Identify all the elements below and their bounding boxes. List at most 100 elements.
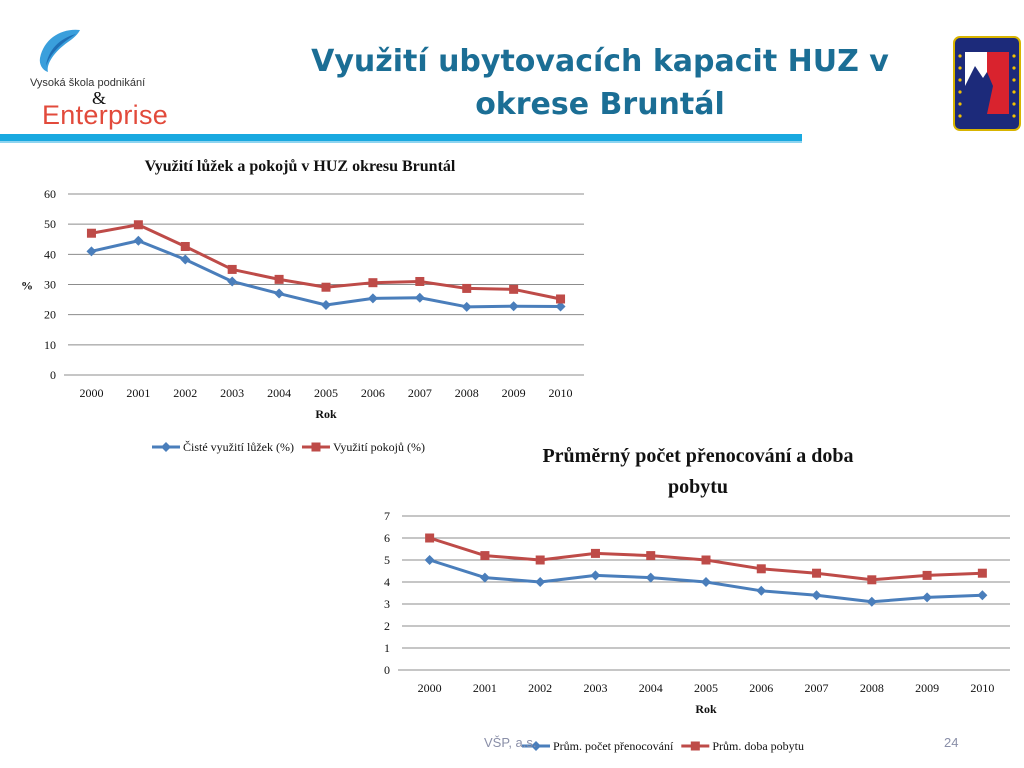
y-tick-label: 20 (44, 308, 56, 322)
x-axis-label: Rok (695, 702, 717, 716)
slide-title-line2: okrese Bruntál (475, 87, 725, 122)
data-point-2 (922, 570, 932, 580)
feather-swoosh-icon (39, 29, 80, 72)
data-point-2 (180, 241, 190, 251)
x-tick-label: 2010 (970, 681, 994, 695)
legend-marker (161, 442, 171, 452)
y-tick-label: 2 (384, 619, 390, 633)
y-tick-label: 30 (44, 278, 56, 292)
data-point-1 (811, 590, 822, 601)
legend-label: Využití pokojů (%) (333, 440, 425, 454)
x-tick-label: 2009 (502, 386, 526, 400)
x-tick-label: 2009 (915, 681, 939, 695)
data-point-1 (133, 235, 144, 246)
logo-ampersand: & (92, 88, 107, 108)
school-name: Vysoká škola podnikání (30, 77, 146, 89)
y-tick-label: 3 (384, 597, 390, 611)
y-tick-label: 5 (384, 553, 390, 567)
chart-bed-room-utilization: Využití lůžek a pokojů v HUZ okresu Brun… (21, 158, 584, 454)
data-point-1 (321, 300, 331, 311)
footer-company: VŠP, a.s. (484, 735, 537, 750)
y-tick-label: 1 (384, 641, 390, 655)
chart-title: Průměrný počet přenocování a doba (542, 445, 853, 467)
chart-title: pobytu (668, 476, 728, 498)
x-tick-label: 2005 (314, 386, 338, 400)
data-point-2 (535, 555, 545, 565)
chart-overnight-stays: Průměrný počet přenocování a doba pobytu 0… (384, 445, 1010, 753)
legend-label: Čisté využití lůžek (%) (183, 440, 294, 454)
data-point-2 (321, 282, 331, 292)
data-point-1 (414, 292, 425, 303)
data-point-2 (977, 568, 987, 578)
data-point-2 (368, 278, 378, 288)
data-point-1 (922, 592, 933, 603)
y-tick-label: 6 (384, 531, 390, 545)
x-tick-label: 2000 (79, 386, 103, 400)
slide-title-line1: Využití ubytovacích kapacit HUZ v (311, 44, 889, 79)
x-tick-label: 2005 (694, 681, 718, 695)
x-tick-label: 2010 (549, 386, 573, 400)
x-tick-label: 2004 (267, 386, 291, 400)
data-point-1 (227, 276, 238, 287)
data-point-1 (977, 590, 988, 601)
data-point-2 (274, 274, 284, 284)
x-tick-label: 2008 (455, 386, 479, 400)
y-tick-label: 50 (44, 217, 56, 231)
data-point-1 (479, 572, 490, 583)
data-point-2 (867, 575, 877, 585)
data-point-1 (461, 301, 472, 312)
x-tick-label: 2003 (220, 386, 244, 400)
data-point-2 (227, 264, 237, 274)
data-point-2 (509, 284, 519, 294)
x-tick-label: 2003 (583, 681, 607, 695)
x-tick-label: 2006 (361, 386, 385, 400)
data-point-2 (590, 548, 600, 558)
data-point-2 (415, 276, 425, 286)
x-tick-label: 2008 (860, 681, 884, 695)
data-point-1 (367, 293, 378, 304)
legend-marker (531, 741, 541, 751)
title-rule-shadow (0, 141, 802, 143)
data-point-2 (812, 568, 822, 578)
data-point-2 (425, 533, 435, 543)
legend-label: Prům. počet přenocování (553, 739, 674, 753)
y-axis-label: % (21, 279, 33, 293)
data-point-1 (555, 301, 566, 312)
data-point-2 (646, 551, 656, 561)
euroregion-praded-emblem (953, 36, 1021, 131)
data-point-2 (86, 228, 96, 238)
x-tick-label: 2004 (639, 681, 663, 695)
data-point-2 (480, 551, 490, 561)
x-tick-label: 2007 (408, 386, 432, 400)
data-point-2 (701, 555, 711, 565)
data-point-1 (180, 254, 191, 265)
data-point-1 (274, 288, 285, 299)
data-point-1 (590, 570, 601, 581)
data-point-2 (756, 564, 766, 574)
legend-marker (690, 741, 700, 751)
data-point-1 (645, 572, 656, 583)
data-point-1 (86, 246, 97, 257)
y-tick-label: 0 (384, 663, 390, 677)
x-tick-label: 2002 (528, 681, 552, 695)
x-axis-label: Rok (315, 407, 337, 421)
vsp-enterprise-logo: Vysoká škola podnikání & Enterprise (28, 28, 178, 133)
data-point-1 (535, 577, 546, 587)
x-tick-label: 2000 (418, 681, 442, 695)
y-tick-label: 40 (44, 247, 56, 261)
x-tick-label: 2002 (173, 386, 197, 400)
y-tick-label: 10 (44, 338, 56, 352)
slide-title: Využití ubytovacích kapacit HUZ v okrese… (290, 40, 910, 126)
chart-title: Využití lůžek a pokojů v HUZ okresu Brun… (145, 158, 456, 175)
data-point-1 (508, 301, 519, 312)
series-line-1 (91, 239, 561, 309)
data-point-2 (133, 220, 143, 230)
data-point-1 (756, 585, 767, 596)
brand-name: Enterprise (42, 100, 169, 130)
legend-marker (311, 442, 321, 452)
legend-label: Prům. doba pobytu (712, 739, 804, 753)
data-point-2 (462, 283, 472, 293)
data-point-1 (701, 577, 711, 587)
y-tick-label: 4 (384, 575, 390, 589)
x-tick-label: 2001 (126, 386, 150, 400)
